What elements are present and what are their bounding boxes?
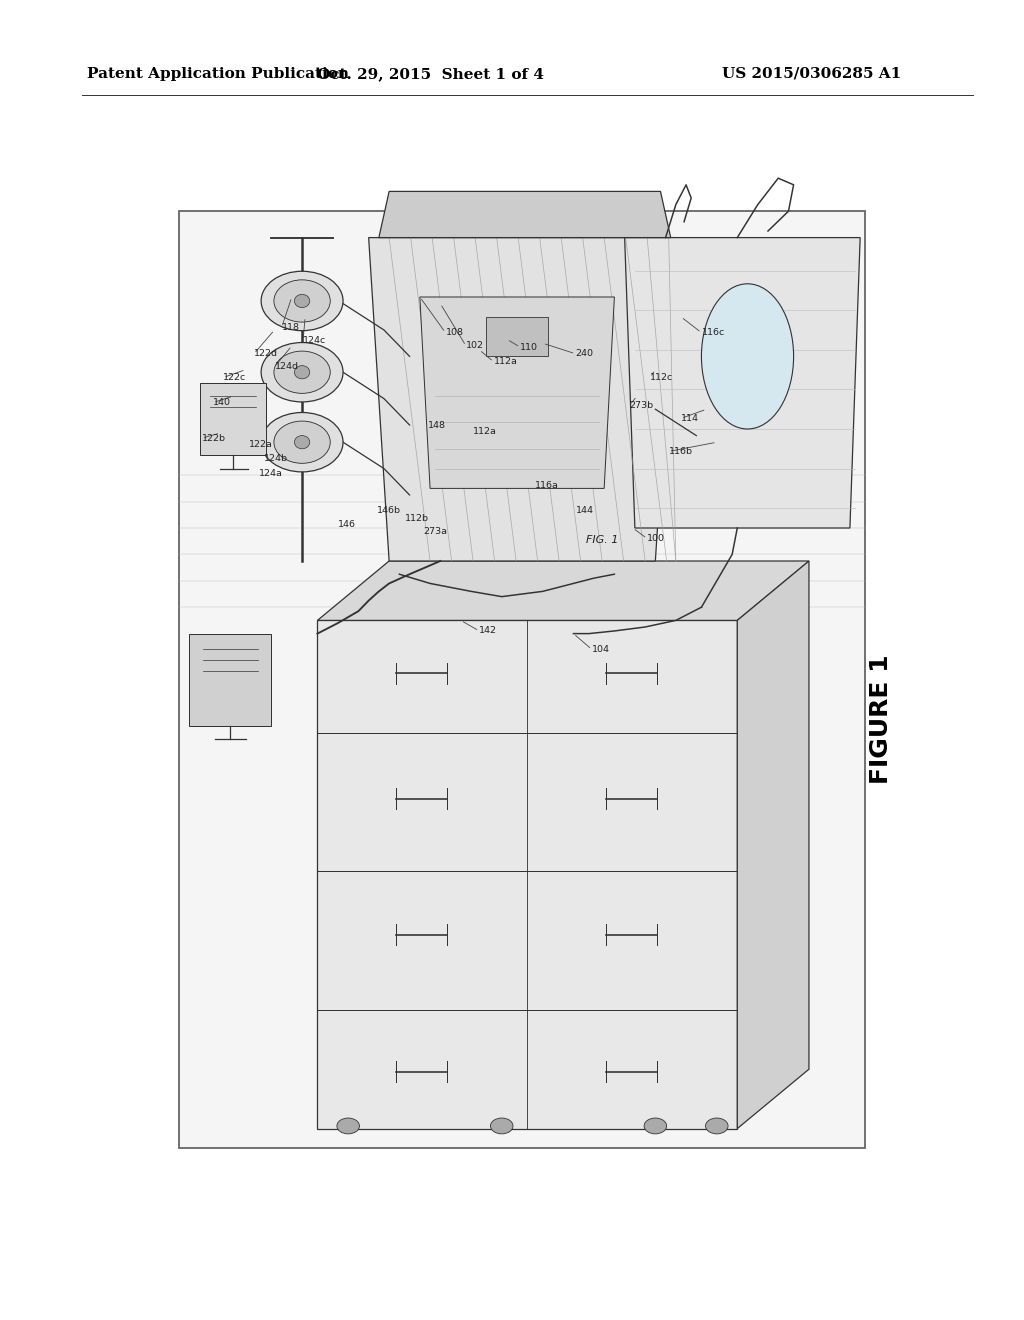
Text: 124b: 124b	[264, 454, 288, 462]
Text: 104: 104	[592, 645, 610, 653]
Text: 142: 142	[479, 627, 498, 635]
Text: 112a: 112a	[494, 358, 517, 366]
Ellipse shape	[273, 351, 330, 393]
Text: 108: 108	[445, 329, 464, 337]
Text: 100: 100	[647, 535, 666, 543]
Text: 148: 148	[428, 421, 446, 429]
Text: 122a: 122a	[249, 441, 272, 449]
Text: 112b: 112b	[404, 515, 428, 523]
Polygon shape	[625, 238, 860, 528]
Text: 112a: 112a	[473, 428, 497, 436]
Polygon shape	[420, 297, 614, 488]
Text: 116b: 116b	[669, 447, 692, 455]
Text: 116a: 116a	[535, 482, 558, 490]
Polygon shape	[200, 383, 266, 455]
Text: FIGURE 1: FIGURE 1	[868, 655, 893, 784]
Ellipse shape	[261, 412, 343, 473]
Polygon shape	[737, 561, 809, 1129]
Text: 146: 146	[338, 520, 356, 528]
Ellipse shape	[273, 280, 330, 322]
Polygon shape	[317, 561, 809, 620]
Text: 146b: 146b	[377, 507, 400, 515]
Polygon shape	[369, 238, 676, 561]
Text: 110: 110	[520, 343, 539, 351]
Text: 114: 114	[681, 414, 699, 422]
Text: FIG. 1: FIG. 1	[586, 535, 618, 545]
Text: 112c: 112c	[650, 374, 674, 381]
Text: 116c: 116c	[701, 329, 725, 337]
Ellipse shape	[706, 1118, 728, 1134]
Bar	[486, 317, 548, 356]
Text: 144: 144	[575, 507, 594, 515]
Polygon shape	[189, 634, 271, 726]
Text: 240: 240	[575, 350, 594, 358]
Polygon shape	[317, 620, 737, 1129]
Text: 102: 102	[466, 342, 484, 350]
Text: Oct. 29, 2015  Sheet 1 of 4: Oct. 29, 2015 Sheet 1 of 4	[316, 67, 544, 81]
Text: 273b: 273b	[630, 401, 654, 409]
Text: 122b: 122b	[202, 434, 225, 442]
Text: Patent Application Publication: Patent Application Publication	[87, 67, 349, 81]
Text: 140: 140	[213, 399, 231, 407]
Ellipse shape	[295, 436, 309, 449]
Ellipse shape	[261, 342, 343, 401]
Polygon shape	[379, 191, 671, 238]
Text: 124a: 124a	[259, 470, 283, 478]
Ellipse shape	[490, 1118, 513, 1134]
Text: 122c: 122c	[223, 374, 247, 381]
Ellipse shape	[295, 294, 309, 308]
Text: 124d: 124d	[274, 363, 298, 371]
Ellipse shape	[701, 284, 794, 429]
Ellipse shape	[261, 272, 343, 330]
Text: 124c: 124c	[303, 337, 327, 345]
Text: 273a: 273a	[423, 528, 446, 536]
Text: 118: 118	[282, 323, 300, 331]
Polygon shape	[179, 211, 865, 1148]
Ellipse shape	[644, 1118, 667, 1134]
Text: 122d: 122d	[254, 350, 278, 358]
Ellipse shape	[337, 1118, 359, 1134]
Ellipse shape	[295, 366, 309, 379]
Ellipse shape	[273, 421, 330, 463]
Text: US 2015/0306285 A1: US 2015/0306285 A1	[722, 67, 901, 81]
